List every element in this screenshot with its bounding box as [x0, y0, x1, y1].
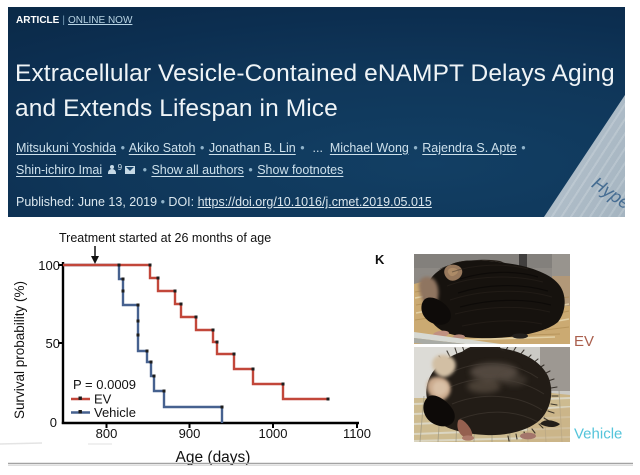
svg-text:1000: 1000	[259, 426, 288, 441]
svg-text:EV: EV	[94, 392, 112, 407]
svg-text:K: K	[375, 252, 385, 267]
svg-text:P = 0.0009: P = 0.0009	[73, 377, 136, 392]
svg-text:Vehicle: Vehicle	[574, 426, 622, 443]
svg-text:1100: 1100	[343, 426, 371, 441]
svg-text:800: 800	[96, 426, 118, 441]
svg-text:EV: EV	[574, 333, 594, 350]
svg-text:Survival probability (%): Survival probability (%)	[12, 281, 27, 419]
svg-text:0: 0	[50, 415, 57, 430]
svg-text:Vehicle: Vehicle	[94, 405, 136, 420]
svg-text:Treatment started at 26 months: Treatment started at 26 months of age	[59, 231, 271, 245]
svg-text:900: 900	[179, 426, 201, 441]
svg-text:Age (days): Age (days)	[176, 449, 251, 466]
svg-text:100: 100	[38, 258, 60, 273]
svg-text:50: 50	[46, 336, 60, 351]
